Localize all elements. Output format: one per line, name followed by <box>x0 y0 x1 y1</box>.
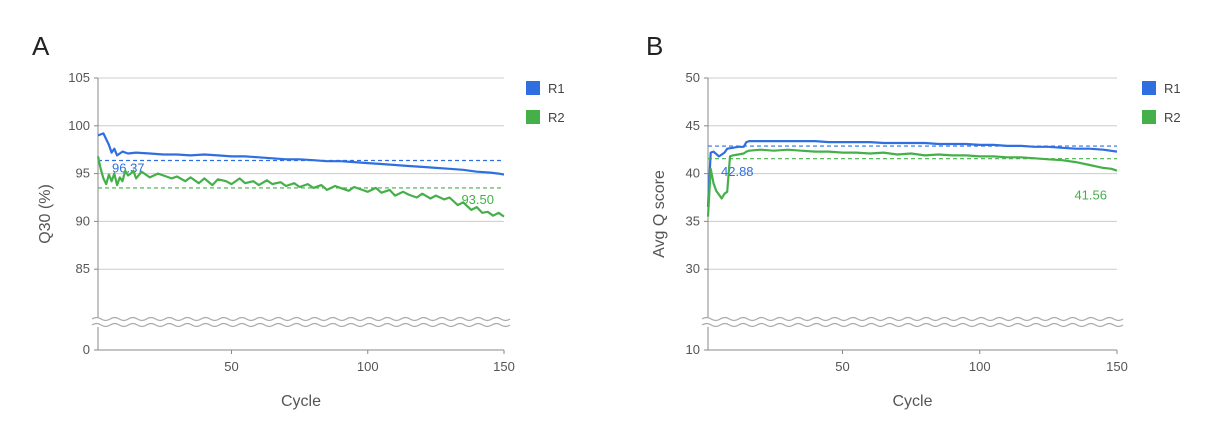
mean-label-r2: 93.50 <box>461 192 494 207</box>
mean-label-r2: 41.56 <box>1074 188 1107 203</box>
y-tick-label: 40 <box>686 166 700 181</box>
x-tick-label: 50 <box>224 359 238 374</box>
axis-break-line <box>91 322 511 328</box>
axis-break-gap <box>90 317 512 327</box>
legend-swatch-r1 <box>1142 81 1156 95</box>
y-axis-title: Q30 (%) <box>37 184 54 244</box>
legend-label-r2: R2 <box>1164 110 1181 125</box>
mean-label-r1: 96.37 <box>112 161 145 176</box>
y-tick-label: 0 <box>83 342 90 357</box>
panel-a-chart: A 0 85 90 95 100 105 50 100 150 Cycle Q30 (%) 96.37 R… <box>32 31 565 410</box>
legend-swatch-r1 <box>526 81 540 95</box>
y-tick-label: 105 <box>68 70 90 85</box>
panel-letter: A <box>32 31 50 61</box>
axis-break-line <box>91 316 511 322</box>
x-axis-title: Cycle <box>892 393 932 410</box>
y-tick-label: 30 <box>686 261 700 276</box>
x-tick-label: 100 <box>357 359 379 374</box>
y-tick-label: 50 <box>686 70 700 85</box>
series-line-r2 <box>96 156 505 218</box>
legend-swatch-r2 <box>1142 110 1156 124</box>
legend-label-r2: R2 <box>548 110 565 125</box>
y-tick-label: 10 <box>686 342 700 357</box>
x-tick-label: 150 <box>493 359 515 374</box>
x-tick-label: 150 <box>1106 359 1128 374</box>
y-axis-title: Avg Q score <box>651 170 668 258</box>
y-tick-label: 45 <box>686 118 700 133</box>
y-tick-label: 90 <box>76 213 90 228</box>
x-tick-label: 50 <box>835 359 849 374</box>
y-tick-label: 95 <box>76 166 90 181</box>
legend-label-r1: R1 <box>1164 81 1181 96</box>
legend-label-r1: R1 <box>548 81 565 96</box>
axis-break-line <box>701 322 1124 328</box>
axis-break-line <box>701 316 1124 322</box>
y-tick-label: 35 <box>686 213 700 228</box>
panel-letter: B <box>646 31 663 61</box>
x-axis-title: Cycle <box>281 393 321 410</box>
y-tick-label: 100 <box>68 118 90 133</box>
series-line-r1 <box>97 132 505 176</box>
series-line-r2 <box>706 148 1118 217</box>
x-tick-label: 100 <box>969 359 991 374</box>
mean-label-r1: 42.88 <box>721 164 754 179</box>
y-tick-label: 85 <box>76 261 90 276</box>
legend-swatch-r2 <box>526 110 540 124</box>
axis-break-gap <box>700 317 1125 327</box>
panel-b-chart: B 10 30 35 40 45 50 50 100 150 Cycle Avg Q score 42.… <box>646 31 1181 410</box>
